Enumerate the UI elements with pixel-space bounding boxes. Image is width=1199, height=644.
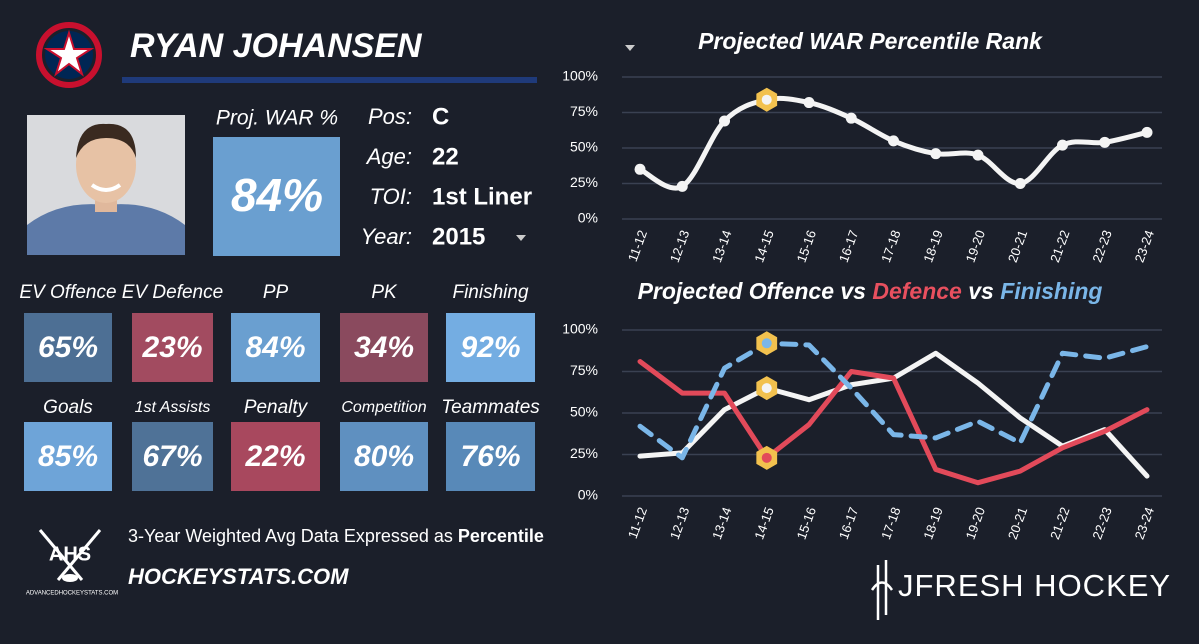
tile bbox=[340, 313, 428, 382]
footer-site: HOCKEYSTATS.COM bbox=[128, 564, 349, 589]
point bbox=[972, 149, 984, 161]
chart-title-part: Defence bbox=[872, 278, 962, 304]
ahs-logo bbox=[38, 529, 102, 582]
ahs-logo-text: AHS bbox=[49, 543, 91, 565]
info-label: TOI: bbox=[370, 184, 412, 209]
point bbox=[1141, 126, 1153, 138]
info-value: C bbox=[432, 103, 449, 130]
point bbox=[930, 148, 942, 160]
point bbox=[845, 112, 857, 124]
tile-value: 92% bbox=[460, 331, 520, 364]
tile-label: EV Defence bbox=[122, 282, 223, 303]
point bbox=[1099, 136, 1111, 148]
footer-note-bold: Percentile bbox=[458, 526, 544, 546]
tile-value: 67% bbox=[142, 440, 202, 473]
tile bbox=[231, 422, 320, 491]
tile bbox=[231, 313, 320, 382]
y-tick-label: 25% bbox=[570, 174, 598, 190]
y-tick-label: 25% bbox=[570, 445, 598, 461]
tile-label: Competition bbox=[341, 399, 426, 416]
info-value: 22 bbox=[432, 143, 459, 170]
summary-tile bbox=[213, 137, 340, 256]
y-tick-label: 75% bbox=[570, 362, 598, 378]
y-tick-label: 50% bbox=[570, 404, 598, 420]
chart-title-part: Projected WAR Percentile Rank bbox=[698, 28, 1043, 54]
player-name: RYAN JOHANSEN bbox=[130, 27, 423, 65]
tile-label: Teammates bbox=[441, 397, 540, 418]
point bbox=[719, 115, 730, 127]
info-value: 2015 bbox=[432, 223, 485, 250]
point bbox=[888, 135, 899, 147]
brand-logo bbox=[870, 560, 894, 620]
info-label: Age: bbox=[365, 144, 412, 169]
footer-note: 3-Year Weighted Avg Data Expressed as Pe… bbox=[128, 526, 544, 546]
tile bbox=[446, 313, 535, 382]
tile-label: Goals bbox=[43, 397, 93, 418]
info-label: Year: bbox=[361, 224, 412, 249]
chart-title-part: Projected Offence vs bbox=[638, 278, 873, 304]
y-tick-label: 100% bbox=[562, 321, 598, 337]
chart-title: Projected Offence vs Defence vs Finishin… bbox=[638, 278, 1103, 304]
tile-value: 85% bbox=[38, 440, 98, 473]
team-logo bbox=[36, 22, 102, 88]
y-tick-label: 50% bbox=[570, 139, 598, 155]
y-tick-label: 0% bbox=[578, 487, 598, 503]
tile-label: 1st Assists bbox=[135, 399, 211, 416]
summary-value: 84% bbox=[231, 169, 323, 221]
tile-value: 22% bbox=[244, 440, 305, 473]
chart-title-part: vs bbox=[962, 278, 1000, 304]
point bbox=[676, 180, 688, 192]
chart-title-part: Finishing bbox=[1000, 278, 1102, 304]
info-label: Pos: bbox=[368, 104, 412, 129]
highlight-point-core bbox=[761, 452, 772, 463]
point bbox=[634, 163, 646, 175]
highlight-point-core bbox=[761, 94, 772, 105]
series-line bbox=[637, 340, 1150, 461]
tile bbox=[340, 422, 428, 491]
series-line bbox=[637, 359, 1150, 486]
footer-note-text: 3-Year Weighted Avg Data Expressed as bbox=[128, 526, 458, 546]
chart-dropdown[interactable] bbox=[625, 45, 635, 51]
brand: JFRESH HOCKEY bbox=[898, 568, 1171, 603]
tile bbox=[132, 422, 213, 491]
tile-label: Penalty bbox=[244, 397, 309, 418]
y-tick-label: 75% bbox=[570, 103, 598, 119]
tile bbox=[24, 313, 112, 382]
summary-label: Proj. WAR % bbox=[216, 107, 338, 130]
player-photo bbox=[27, 115, 185, 255]
tile-label: PK bbox=[371, 282, 398, 303]
tile-value: 34% bbox=[354, 331, 414, 364]
tile-value: 76% bbox=[460, 440, 520, 473]
point bbox=[803, 97, 815, 109]
ahs-logo-subtext: ADVANCEDHOCKEYSTATS.COM bbox=[26, 591, 118, 597]
tile-value: 65% bbox=[38, 331, 98, 364]
chart-title: Projected WAR Percentile Rank bbox=[698, 28, 1043, 54]
tile bbox=[446, 422, 535, 491]
tile-label: Finishing bbox=[452, 282, 528, 303]
tile-label: EV Offence bbox=[19, 282, 116, 303]
tile bbox=[24, 422, 112, 491]
highlight-point-core bbox=[761, 383, 772, 394]
tile-value: 80% bbox=[354, 440, 414, 473]
tile-value: 84% bbox=[245, 331, 305, 364]
y-tick-label: 0% bbox=[578, 210, 598, 226]
tile-label: PP bbox=[263, 282, 289, 303]
highlight-point-core bbox=[761, 338, 772, 349]
point bbox=[1014, 178, 1026, 189]
tile bbox=[132, 313, 213, 382]
name-underline bbox=[122, 77, 537, 83]
tile-value: 23% bbox=[141, 331, 202, 364]
info-value: 1st Liner bbox=[432, 183, 532, 210]
year-dropdown[interactable] bbox=[516, 235, 526, 241]
point bbox=[1057, 139, 1068, 151]
y-tick-label: 100% bbox=[562, 68, 598, 84]
